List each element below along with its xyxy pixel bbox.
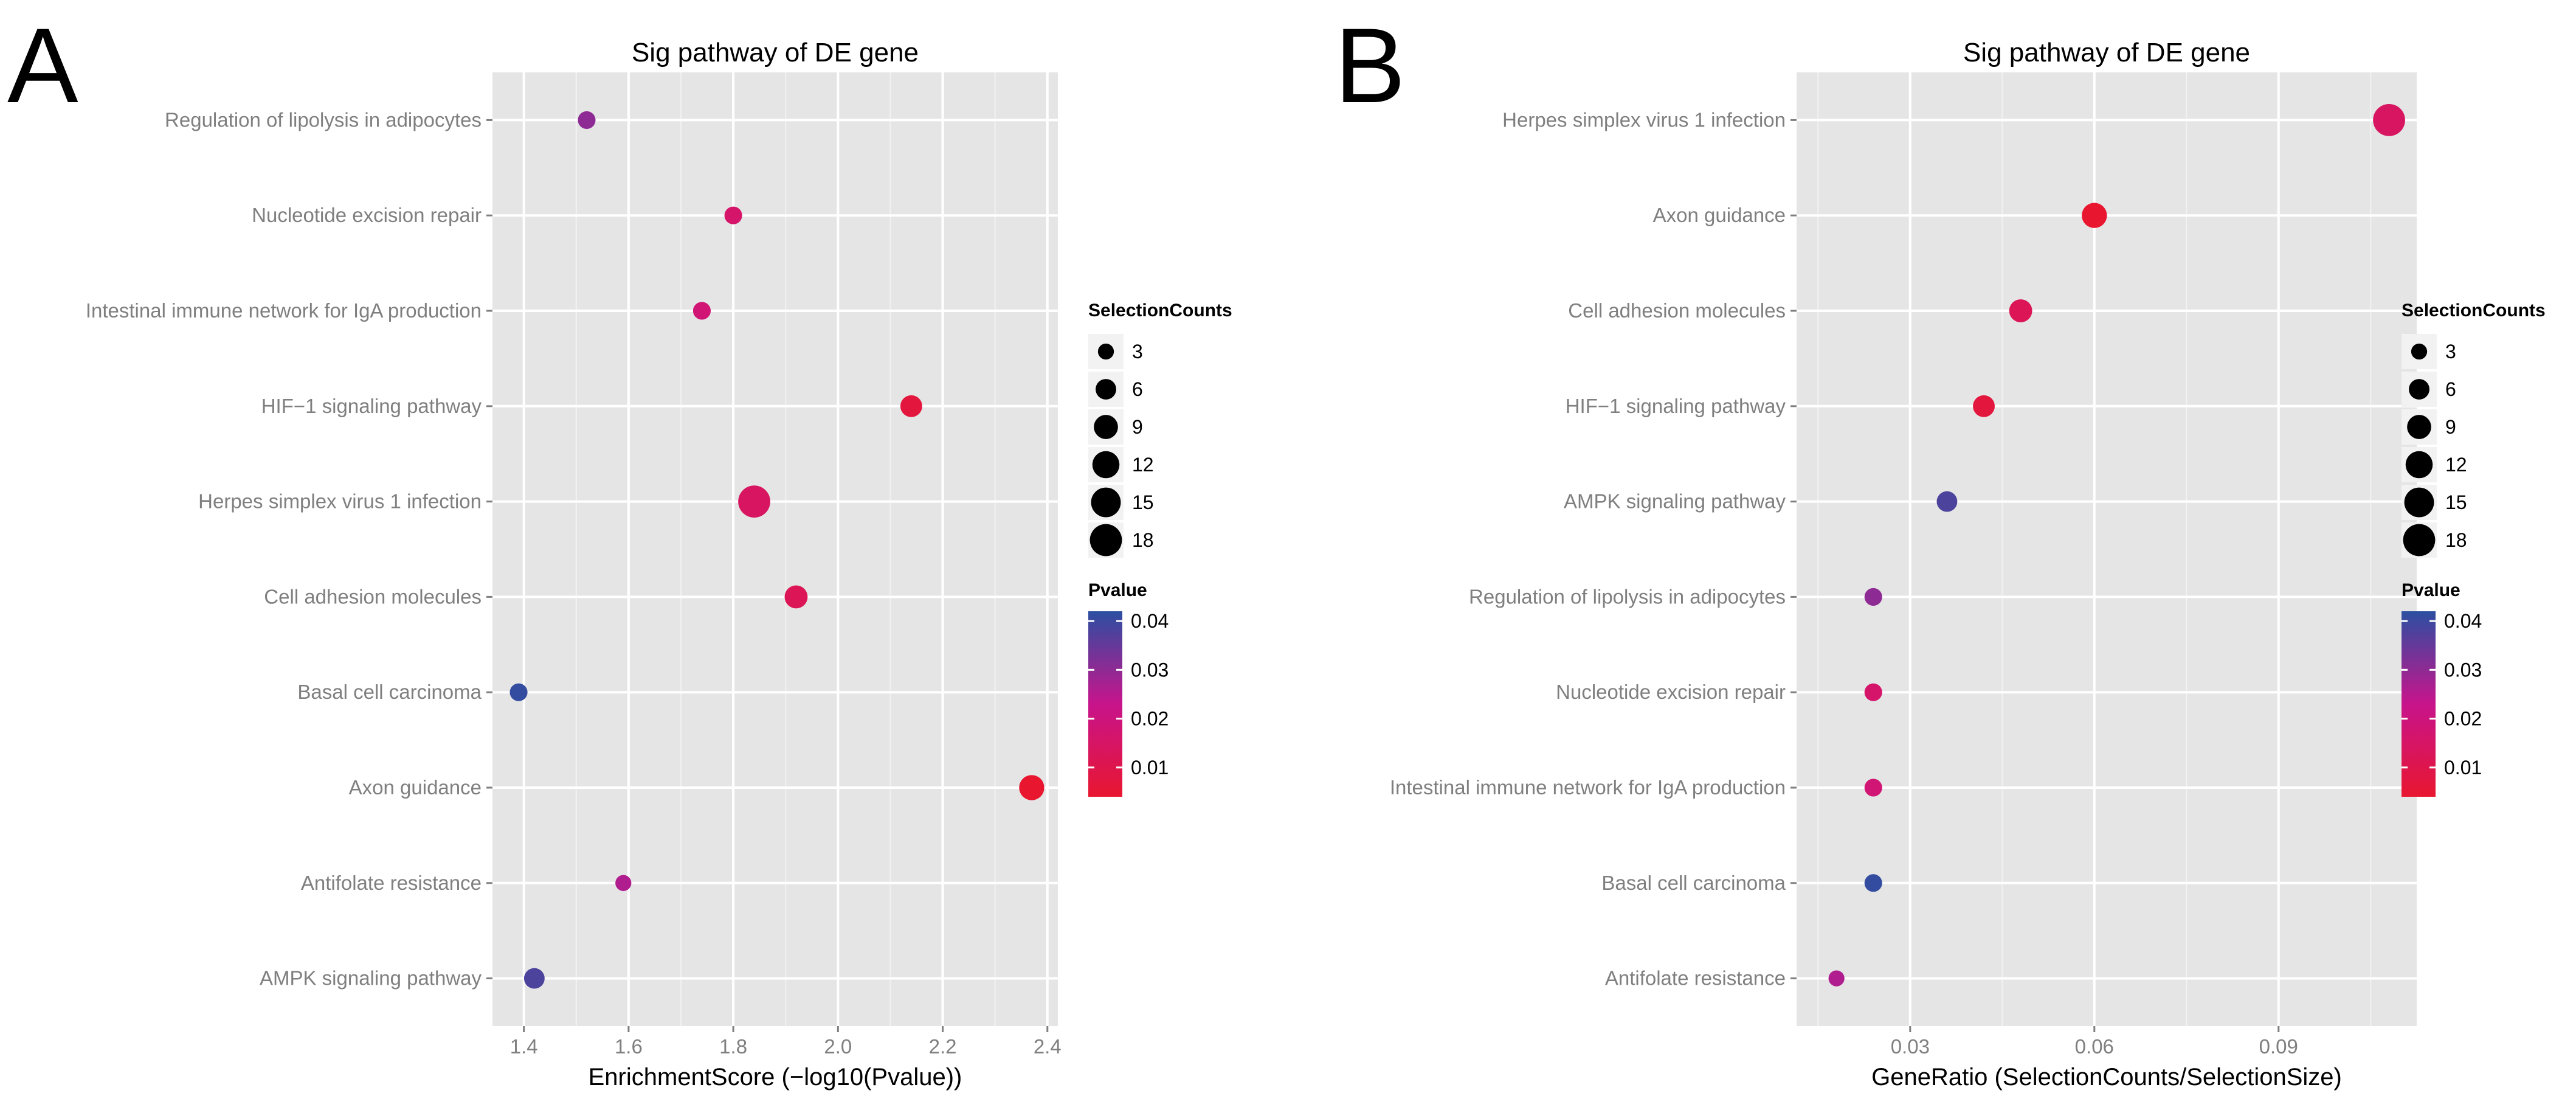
size-legend-label: 18 (2445, 529, 2467, 551)
x-tick-label: 1.4 (510, 1035, 538, 1058)
point-intestinal-immune-network-for-iga-production (1864, 779, 1882, 797)
y-tick-label: Axon guidance (349, 776, 482, 799)
size-legend-dot (2403, 524, 2436, 557)
y-tick-label: Antifolate resistance (301, 872, 482, 894)
size-legend-label: 12 (2445, 454, 2467, 476)
y-tick-label: HIF−1 signaling pathway (1566, 395, 1786, 417)
color-legend-label: 0.01 (2444, 757, 2482, 779)
color-legend-bar (2402, 611, 2436, 797)
point-axon-guidance (1019, 775, 1045, 800)
y-tick-label: Axon guidance (1653, 204, 1786, 226)
point-nucleotide-excision-repair (1864, 683, 1882, 701)
y-tick-label: Nucleotide excision repair (1556, 681, 1786, 703)
point-intestinal-immune-network-for-iga-production (692, 302, 711, 320)
size-legend-label: 3 (2445, 341, 2456, 362)
y-tick-label: Regulation of lipolysis in adipocytes (1469, 585, 1786, 608)
size-legend-dot (1094, 415, 1118, 439)
x-tick-label: 0.03 (1891, 1035, 1930, 1058)
color-legend-label: 0.01 (1131, 757, 1169, 779)
plot-panel (1797, 72, 2417, 1026)
size-legend-dot (1091, 487, 1121, 518)
point-regulation-of-lipolysis-in-adipocytes (578, 111, 596, 129)
x-axis-label: EnrichmentScore (−log10(Pvalue)) (589, 1064, 962, 1091)
panel-letter: B (1335, 7, 1406, 125)
x-tick-label: 0.06 (2075, 1035, 2114, 1058)
x-tick-label: 1.8 (719, 1035, 747, 1058)
x-tick-label: 0.09 (2259, 1035, 2298, 1058)
color-legend-title: Pvalue (1088, 580, 1147, 600)
point-antifolate-resistance (1828, 970, 1845, 987)
point-herpes-simplex-virus-1-infection (738, 485, 770, 518)
color-legend-label: 0.03 (1131, 659, 1169, 681)
size-legend-dot (1097, 343, 1114, 360)
x-tick-label: 2.0 (824, 1035, 852, 1058)
y-tick-label: Intestinal immune network for IgA produc… (86, 299, 482, 322)
size-legend-dot (2411, 343, 2428, 360)
point-basal-cell-carcinoma (1864, 874, 1882, 892)
size-legend-title: SelectionCounts (2402, 300, 2546, 321)
panel-a: A Sig pathway of DE gene 1.4 1.6 1.8 2.0 2.2 2.… (7, 7, 1232, 1091)
size-legend-label: 15 (1132, 491, 1154, 513)
point-antifolate-resistance (615, 875, 632, 891)
point-ampk-signaling-pathway (523, 968, 545, 989)
y-tick-label: Nucleotide excision repair (252, 204, 482, 226)
point-nucleotide-excision-repair (724, 206, 742, 224)
size-legend-dot (2409, 379, 2429, 400)
y-tick-label: Cell adhesion molecules (264, 585, 482, 608)
chart-title: Sig pathway of DE gene (632, 38, 919, 68)
point-cell-adhesion-molecules (2009, 299, 2032, 322)
size-legend-dot (1089, 524, 1122, 557)
size-legend-label: 15 (2445, 491, 2467, 513)
size-legend-label: 6 (2445, 378, 2456, 400)
size-legend-label: 18 (1132, 529, 1154, 551)
size-legend-dot (2404, 487, 2434, 518)
plot-panel (492, 72, 1058, 1026)
point-basal-cell-carcinoma (509, 683, 528, 701)
x-axis-label: GeneRatio (SelectionCounts/SelectionSize… (1871, 1064, 2342, 1091)
color-legend-title: Pvalue (2402, 580, 2460, 600)
color-legend-label: 0.03 (2444, 659, 2482, 681)
x-tick-label: 2.2 (929, 1035, 957, 1058)
point-regulation-of-lipolysis-in-adipocytes (1864, 588, 1882, 606)
point-hif-1-signaling-pathway (900, 395, 922, 417)
size-legend-label: 3 (1132, 341, 1143, 362)
y-tick-label: Regulation of lipolysis in adipocytes (165, 108, 482, 131)
point-hif-1-signaling-pathway (1973, 395, 1995, 417)
size-legend-dot (2407, 415, 2431, 439)
color-legend-bar (1088, 611, 1122, 797)
point-herpes-simplex-virus-1-infection (2373, 104, 2405, 136)
x-tick-label: 2.4 (1034, 1035, 1062, 1058)
size-legend-title: SelectionCounts (1088, 300, 1232, 321)
y-tick-label: Basal cell carcinoma (297, 681, 482, 703)
color-legend-label: 0.04 (2444, 610, 2482, 632)
size-legend-dot (1096, 379, 1116, 400)
size-legend-label: 9 (2445, 416, 2456, 438)
y-tick-label: AMPK signaling pathway (260, 967, 482, 990)
y-tick-label: Intestinal immune network for IgA produc… (1390, 776, 1786, 799)
y-tick-label: AMPK signaling pathway (1564, 490, 1786, 513)
y-tick-label: Basal cell carcinoma (1601, 872, 1786, 894)
x-tick-label: 1.6 (615, 1035, 643, 1058)
y-tick-label: Antifolate resistance (1605, 967, 1786, 990)
color-legend-label: 0.02 (1131, 708, 1169, 730)
color-legend-label: 0.04 (1131, 610, 1169, 632)
size-legend-label: 6 (1132, 378, 1143, 400)
y-tick-label: Herpes simplex virus 1 infection (1502, 108, 1786, 131)
point-axon-guidance (2082, 203, 2107, 228)
point-ampk-signaling-pathway (1936, 491, 1958, 512)
color-legend-label: 0.02 (2444, 708, 2482, 730)
y-tick-label: Herpes simplex virus 1 infection (198, 490, 482, 513)
y-tick-label: HIF−1 signaling pathway (261, 395, 482, 417)
size-legend-dot (1092, 451, 1120, 479)
panel-b: B Sig pathway of DE gene 0.03 0.06 0.09 Herpe… (1335, 7, 2546, 1091)
size-legend-dot (2405, 451, 2433, 479)
y-tick-label: Cell adhesion molecules (1568, 299, 1786, 322)
chart-title: Sig pathway of DE gene (1963, 38, 2250, 68)
size-legend-label: 9 (1132, 416, 1143, 438)
size-legend-label: 12 (1132, 454, 1154, 476)
point-cell-adhesion-molecules (784, 585, 808, 609)
panel-letter: A (7, 7, 78, 125)
